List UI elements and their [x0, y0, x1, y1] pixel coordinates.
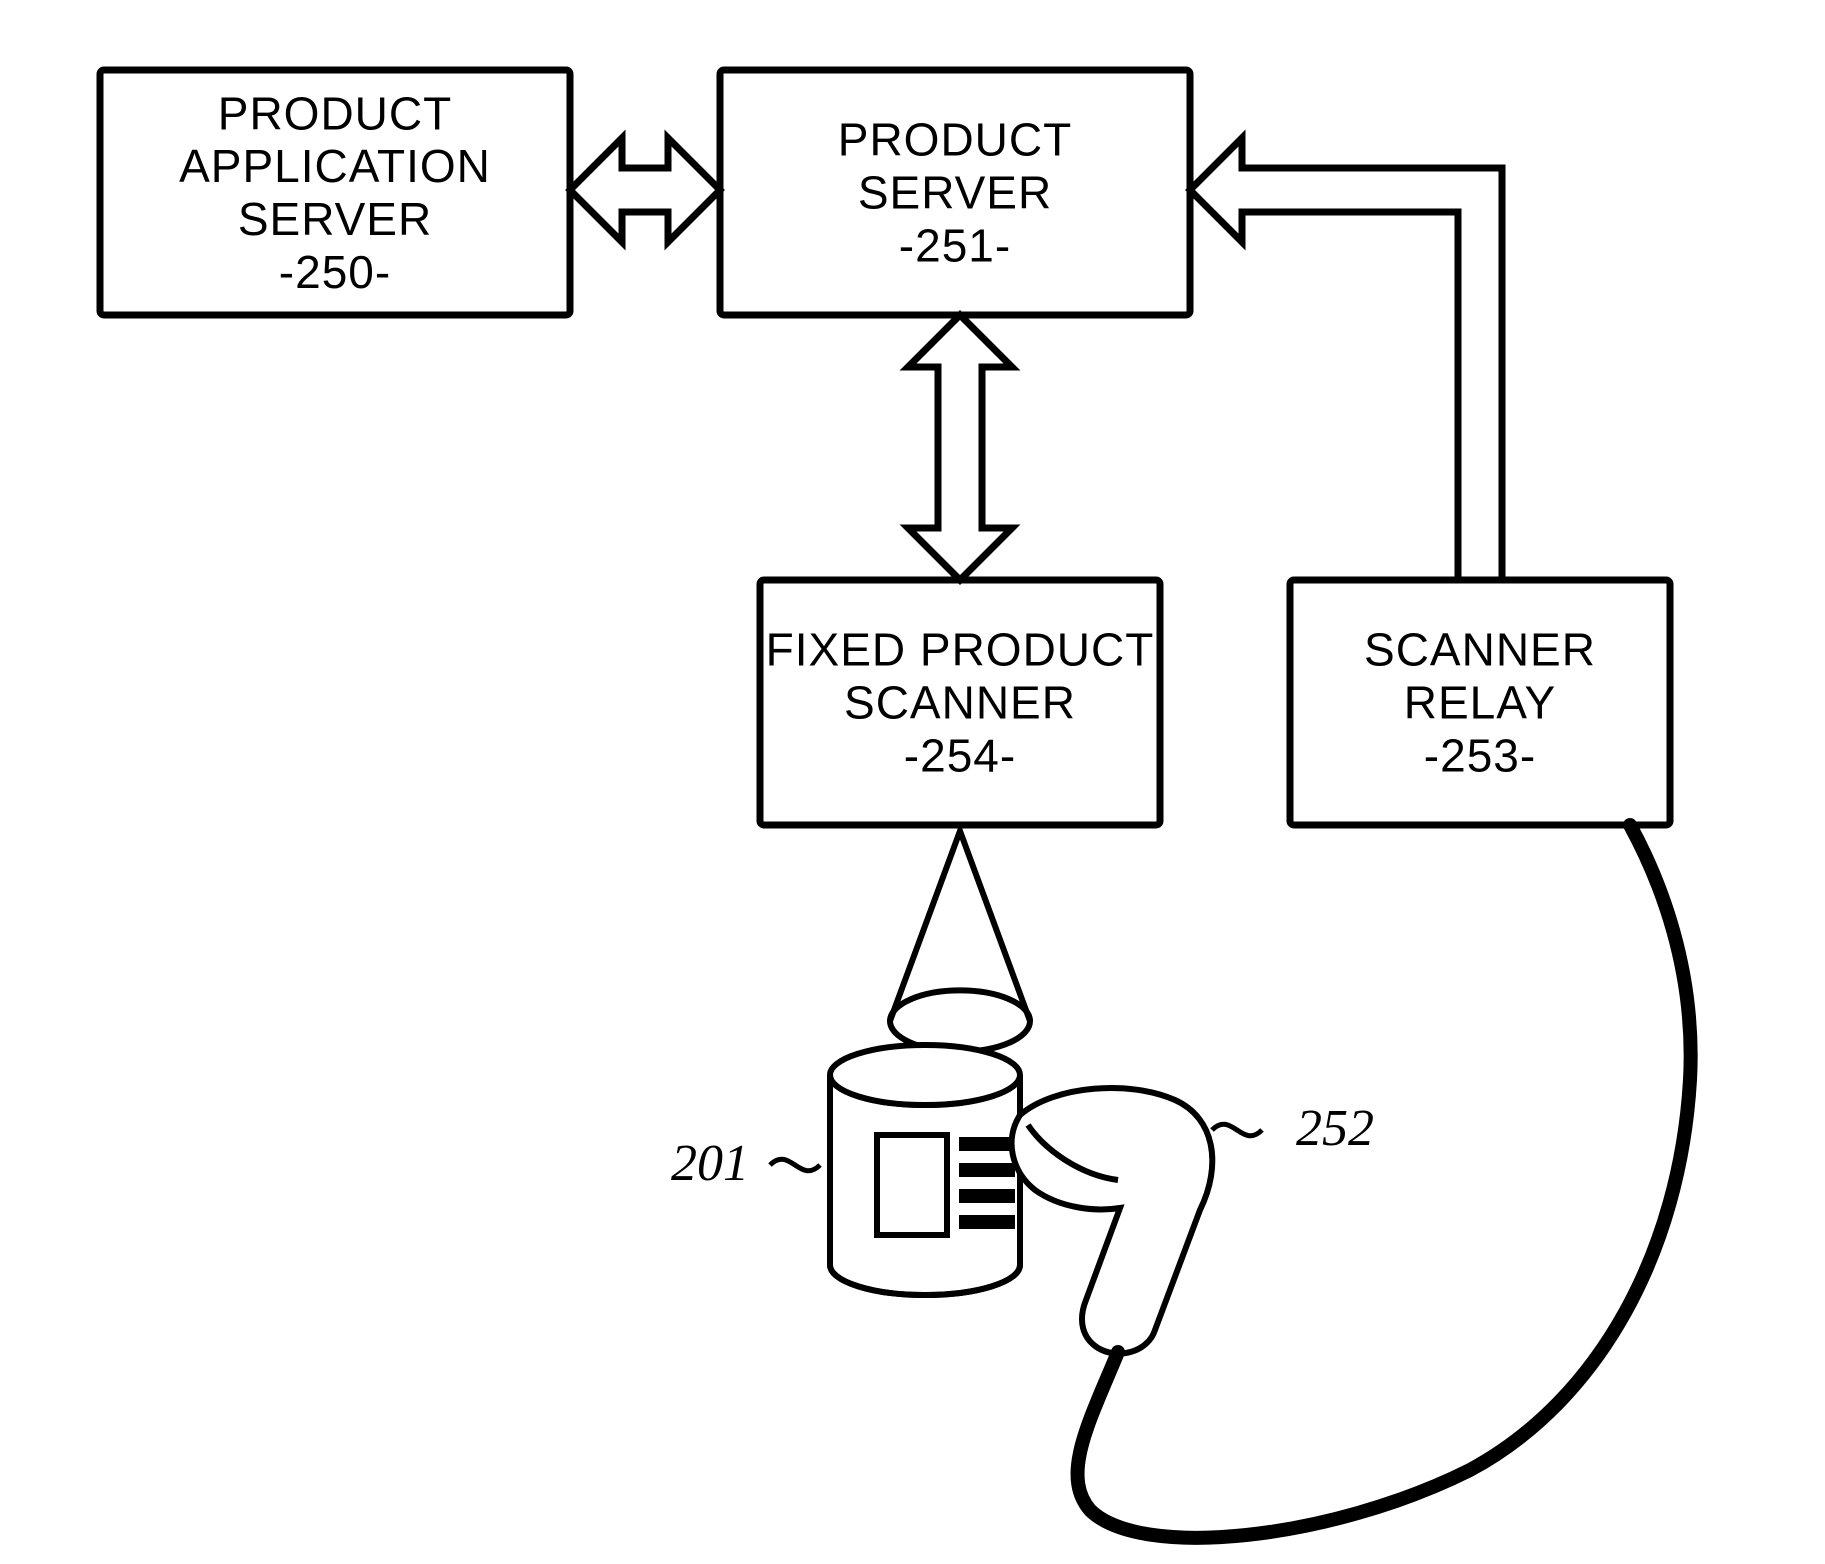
box-scanner_relay-line-0: SCANNER [1364, 624, 1596, 676]
box-fixed_scanner-ref: -254- [904, 730, 1016, 782]
box-scanner_relay-ref: -253- [1424, 730, 1536, 782]
box-app_server-line-1: APPLICATION [179, 140, 491, 192]
box-prod_server-line-1: SERVER [858, 167, 1052, 219]
leader-252 [1212, 1124, 1262, 1136]
arrow-prod-fixed [908, 315, 1012, 580]
product-and-scanner: 201 252 [671, 825, 1691, 1538]
box-fixed_scanner-line-0: FIXED PRODUCT [766, 624, 1155, 676]
scan-cone [890, 831, 1030, 1052]
box-fixed_scanner: FIXED PRODUCTSCANNER-254- [760, 580, 1160, 825]
box-app_server: PRODUCTAPPLICATIONSERVER-250- [100, 70, 570, 315]
box-app_server-line-0: PRODUCT [218, 87, 452, 139]
box-app_server-ref: -250- [279, 246, 391, 298]
handheld-scanner [1012, 1088, 1213, 1354]
box-scanner_relay: SCANNERRELAY-253- [1290, 580, 1670, 825]
arrow-app-prod [570, 138, 720, 242]
diagram-canvas: PRODUCTAPPLICATIONSERVER-250-PRODUCTSERV… [0, 0, 1825, 1564]
box-prod_server-ref: -251- [899, 220, 1011, 272]
box-scanner_relay-line-1: RELAY [1404, 677, 1556, 729]
box-app_server-line-2: SERVER [238, 193, 432, 245]
ref-201: 201 [671, 1135, 749, 1192]
leader-201 [770, 1159, 820, 1171]
box-prod_server: PRODUCTSERVER-251- [720, 70, 1190, 315]
box-fixed_scanner-line-1: SCANNER [844, 677, 1076, 729]
arrow-relay-prod [1190, 138, 1502, 580]
box-prod_server-line-0: PRODUCT [838, 114, 1072, 166]
ref-252: 252 [1296, 1100, 1374, 1157]
